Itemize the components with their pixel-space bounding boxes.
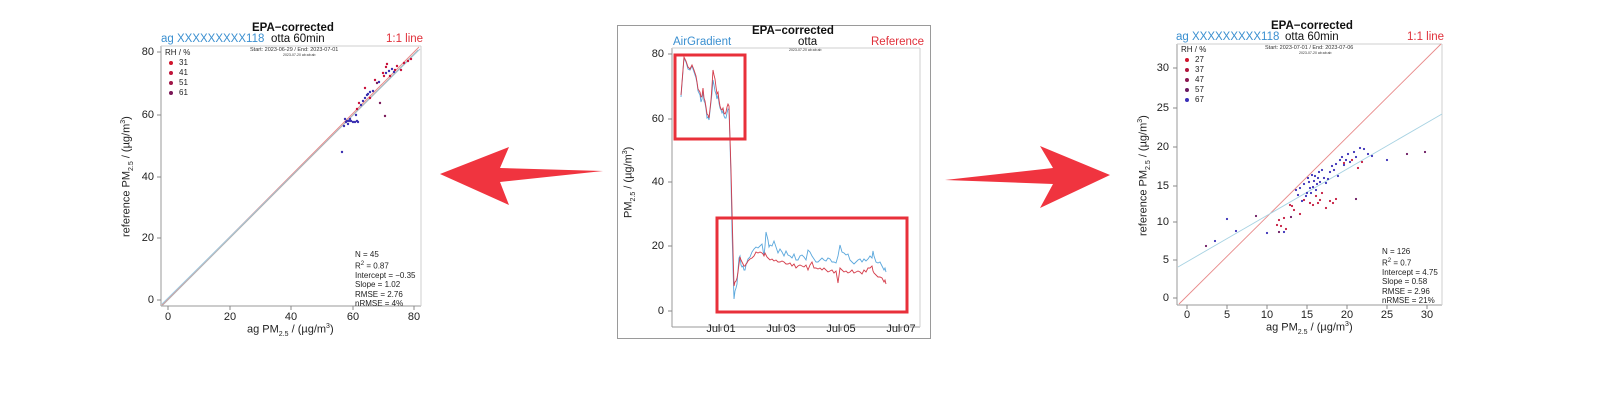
left-stat-r2: R2 = 0.87 bbox=[355, 260, 389, 271]
left-device-label: ag XXXXXXXXX118 bbox=[161, 33, 265, 45]
right-stat-r2: R2 = 0.7 bbox=[1382, 257, 1412, 268]
left-generated-stamp: 2023-07-20 ab:ab:ab bbox=[283, 53, 316, 57]
left-legend-item: 51 bbox=[169, 78, 190, 88]
left-stat-rmse: RMSE = 2.76 bbox=[355, 289, 403, 299]
right-stat-nrmse: nRMSE = 21% bbox=[1382, 296, 1435, 306]
left-ytick: 40 bbox=[141, 171, 154, 183]
left-legend-item: 41 bbox=[169, 68, 190, 78]
right-device-label: ag XXXXXXXXX118 bbox=[1176, 31, 1280, 43]
left-stat-intercept: Intercept = −0.35 bbox=[355, 270, 416, 280]
right-stat-intercept: Intercept = 4.75 bbox=[1382, 267, 1438, 277]
middle-generated-stamp: 2023-07-20 ab:ab:ab bbox=[789, 48, 822, 52]
right-legend-item: 27 bbox=[1185, 55, 1206, 65]
left-xtick: 60 bbox=[346, 311, 360, 323]
right-xtick: 5 bbox=[1223, 309, 1231, 321]
left-legend-item: 61 bbox=[169, 88, 190, 98]
right-station-label: otta 60min bbox=[1285, 31, 1339, 43]
middle-ytick: 40 bbox=[651, 176, 664, 188]
right-one-to-one-label: 1:1 line bbox=[1407, 31, 1445, 43]
right-ytick: 0 bbox=[1162, 292, 1169, 304]
right-rh-legend: RH / % 27 37 47 57 67 bbox=[1181, 45, 1206, 105]
left-ytick: 20 bbox=[141, 232, 154, 244]
left-stat-nrmse: nRMSE = 4% bbox=[355, 299, 404, 309]
right-y-axis-label: reference PM2.5 / (µg/m3) bbox=[1137, 115, 1152, 236]
middle-ytick: 0 bbox=[657, 305, 664, 317]
left-xtick: 20 bbox=[223, 311, 237, 323]
left-xtick: 80 bbox=[407, 311, 421, 323]
left-stat-slope: Slope = 1.02 bbox=[355, 280, 401, 290]
left-legend-title: RH / % bbox=[165, 48, 191, 57]
right-ytick: 10 bbox=[1156, 216, 1169, 228]
right-legend-title: RH / % bbox=[1181, 45, 1207, 54]
right-ytick: 15 bbox=[1156, 180, 1169, 192]
left-date-range: Start: 2023-06-29 / End: 2023-07-01 bbox=[250, 47, 339, 53]
middle-reference-label: Reference bbox=[871, 36, 925, 48]
right-stat-rmse: RMSE = 2.96 bbox=[1382, 286, 1430, 296]
right-chart-title: EPA−corrected bbox=[1271, 20, 1353, 32]
left-one-to-one-label: 1:1 line bbox=[386, 33, 424, 45]
right-xtick: 20 bbox=[1340, 309, 1354, 321]
right-xtick: 0 bbox=[1183, 309, 1191, 321]
right-ytick: 5 bbox=[1162, 254, 1169, 266]
left-legend-item: 31 bbox=[169, 58, 190, 68]
right-ytick: 25 bbox=[1156, 102, 1169, 114]
left-chart-title: EPA−corrected bbox=[252, 22, 334, 34]
right-xtick: 30 bbox=[1420, 309, 1434, 321]
middle-ytick: 60 bbox=[651, 113, 664, 125]
right-xtick: 25 bbox=[1380, 309, 1394, 321]
middle-airgradient-label: AirGradient bbox=[673, 36, 732, 48]
middle-ytick: 80 bbox=[651, 48, 664, 60]
left-station-label: otta 60min bbox=[271, 33, 325, 45]
left-stats-block: N = 45 R2 = 0.87 Intercept = −0.35 Slope… bbox=[355, 250, 416, 309]
left-xtick: 0 bbox=[164, 311, 172, 323]
left-ytick: 80 bbox=[141, 46, 154, 58]
right-legend-item: 47 bbox=[1185, 75, 1206, 85]
middle-xtick: Jul 07 bbox=[886, 323, 916, 335]
left-x-axis-label: ag PM2.5 / (µg/m3) bbox=[247, 323, 334, 338]
middle-station-label: otta bbox=[798, 36, 818, 48]
right-date-range: Start: 2023-07-01 / End: 2023-07-06 bbox=[1265, 45, 1354, 51]
right-xtick: 10 bbox=[1260, 309, 1274, 321]
left-rh-legend: RH / % 31 41 51 61 bbox=[165, 48, 190, 98]
right-generated-stamp: 2023-07-20 ab:ab:ab bbox=[1299, 51, 1332, 55]
left-stat-n: N = 45 bbox=[355, 250, 379, 259]
right-x-axis-label: ag PM2.5 / (µg/m3) bbox=[1266, 321, 1353, 336]
left-xtick: 40 bbox=[284, 311, 298, 323]
right-legend-item: 67 bbox=[1185, 95, 1206, 105]
right-legend-item: 37 bbox=[1185, 65, 1206, 75]
right-stat-n: N = 126 bbox=[1382, 247, 1411, 256]
right-legend-item: 57 bbox=[1185, 85, 1206, 95]
left-ytick: 0 bbox=[147, 294, 154, 306]
right-stat-slope: Slope = 0.58 bbox=[1382, 277, 1428, 287]
right-ytick: 20 bbox=[1156, 141, 1169, 153]
middle-xtick: Jul 01 bbox=[706, 323, 736, 335]
middle-xtick: Jul 05 bbox=[826, 323, 856, 335]
right-xtick: 15 bbox=[1300, 309, 1314, 321]
middle-ytick: 20 bbox=[651, 240, 664, 252]
right-ytick: 30 bbox=[1156, 62, 1169, 74]
left-ytick: 60 bbox=[141, 109, 154, 121]
middle-chart-title: EPA−corrected bbox=[752, 25, 834, 37]
right-stats-block: N = 126 R2 = 0.7 Intercept = 4.75 Slope … bbox=[1382, 247, 1438, 306]
middle-xtick: Jul 03 bbox=[766, 323, 796, 335]
